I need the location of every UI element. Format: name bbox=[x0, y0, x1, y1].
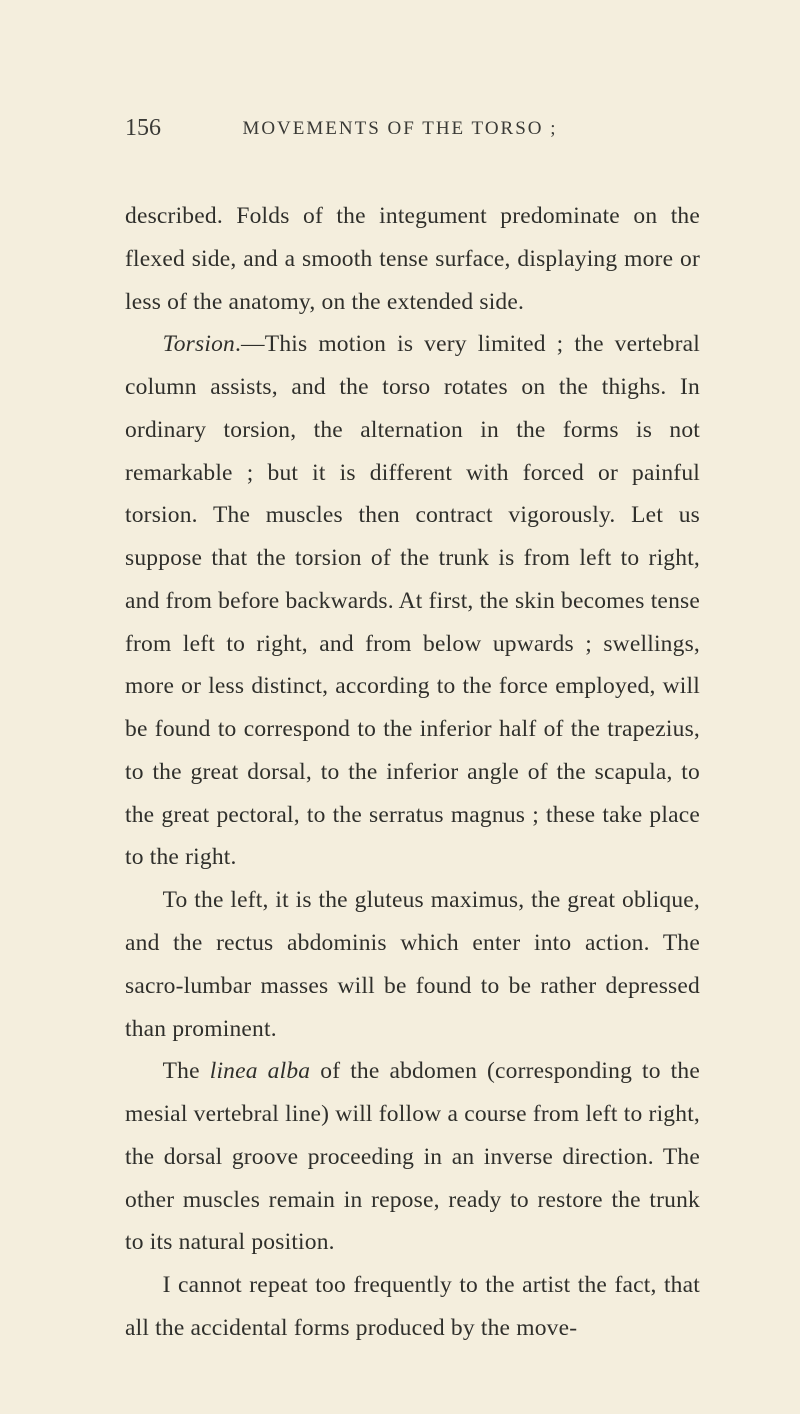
paragraph-1: described. Folds of the integument predo… bbox=[125, 195, 700, 323]
paragraph-4: The linea alba of the abdomen (correspon… bbox=[125, 1050, 700, 1264]
italic-term-linea-alba: linea alba bbox=[210, 1058, 311, 1084]
italic-term-torsion: Torsion bbox=[163, 331, 235, 357]
paragraph-4-a: The bbox=[163, 1058, 210, 1084]
paragraph-4-b: of the abdomen (corresponding to the mes… bbox=[125, 1058, 700, 1255]
paragraph-2-rest: .—This motion is very limited ; the vert… bbox=[125, 331, 700, 870]
body-text: described. Folds of the integument predo… bbox=[125, 195, 700, 1350]
book-page: 156 MOVEMENTS OF THE TORSO ; described. … bbox=[0, 0, 800, 1414]
paragraph-3: To the left, it is the gluteus maximus, … bbox=[125, 879, 700, 1050]
running-head: MOVEMENTS OF THE TORSO ; bbox=[0, 118, 800, 140]
paragraph-2: Torsion.—This motion is very limited ; t… bbox=[125, 323, 700, 879]
paragraph-5: I cannot repeat too frequently to the ar… bbox=[125, 1264, 700, 1350]
